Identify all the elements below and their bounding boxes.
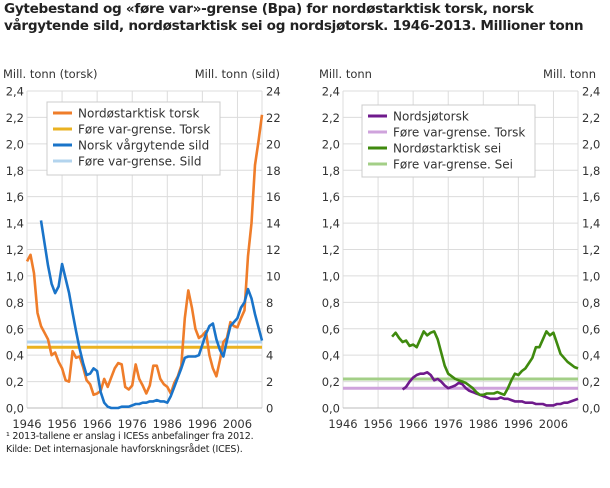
y-tick-left: 2,4 <box>322 85 340 99</box>
y-tick-left: 0,6 <box>322 322 340 336</box>
x-tick-label: 1956 <box>363 417 392 431</box>
y-tick-left: 1,0 <box>6 269 24 283</box>
y-tick-right: 18 <box>266 164 281 178</box>
y-tick-right: 2 <box>266 375 273 389</box>
y-tick-left: 0,4 <box>6 349 24 363</box>
x-tick-label: 1996 <box>188 417 217 431</box>
y-tick-left: 1,2 <box>6 243 24 257</box>
y-axis-title-left: Mill. tonn <box>319 67 372 81</box>
y-tick-right: 16 <box>266 190 281 204</box>
x-tick-label: 1946 <box>12 417 41 431</box>
y-tick-right: 20 <box>266 137 281 151</box>
legend: Nordsjøtorsk Føre var-grense. Torsk Nordøs… <box>361 104 536 178</box>
y-tick-left: 1,6 <box>6 190 24 204</box>
source-note: Kilde: Det internasjonale havforskningsr… <box>6 444 243 455</box>
y-tick-left: 0,2 <box>322 375 340 389</box>
x-tick-label: 1976 <box>434 417 463 431</box>
legend-label: Nordøstarktisk torsk <box>78 107 199 121</box>
y-tick-left: 2,2 <box>6 111 24 125</box>
y-tick-left: 1,0 <box>322 269 340 283</box>
x-tick-label: 1986 <box>153 417 182 431</box>
y-tick-left: 2,2 <box>322 111 340 125</box>
legend-label: Føre var-grense. Torsk <box>78 123 210 137</box>
y-tick-left: 1,8 <box>322 164 340 178</box>
legend-box <box>46 101 221 176</box>
legend-label: Norsk vårgytende sild <box>78 139 209 153</box>
x-tick-label: 1976 <box>118 417 147 431</box>
y-tick-right: 1,4 <box>582 217 600 231</box>
y-tick-left: 0,6 <box>6 322 24 336</box>
y-tick-right: 1,8 <box>582 164 600 178</box>
y-tick-left: 0,2 <box>6 375 24 389</box>
y-tick-right: 2,2 <box>582 111 600 125</box>
legend: Nordøstarktisk torsk Føre var-grense. Tor… <box>46 101 221 176</box>
x-tick-label: 1946 <box>328 417 357 431</box>
y-tick-left: 0,8 <box>322 296 340 310</box>
legend-label: Nordøstarktisk sei <box>393 142 501 156</box>
y-tick-right: 0 <box>266 402 273 416</box>
series-norsk-vårgytende-sild-line <box>39 220 264 410</box>
y-tick-right: 2,0 <box>582 137 600 151</box>
y-tick-left: 0,0 <box>322 402 340 416</box>
y-tick-right: 1,2 <box>582 243 600 257</box>
y-axis-title-right: Mill. tonn <box>543 67 596 81</box>
x-tick-label: 1956 <box>47 417 76 431</box>
y-tick-left: 0,8 <box>6 296 24 310</box>
y-tick-right: 8 <box>266 296 273 310</box>
y-tick-right: 22 <box>266 111 281 125</box>
y-tick-right: 1,0 <box>582 269 600 283</box>
y-tick-left: 0,4 <box>322 349 340 363</box>
y-axis-title-right: Mill. tonn (sild) <box>195 67 280 81</box>
y-tick-right: 1,6 <box>582 190 600 204</box>
chart-panel-1: 0,0 0,2 0,4 0,6 0,8 1,0 1,2 1,4 1,6 1,8 2,0 2,2 2,4 0… <box>3 67 281 431</box>
y-tick-left: 2,0 <box>6 137 24 151</box>
x-tick-label: 2006 <box>223 417 252 431</box>
y-tick-right: 0,2 <box>582 375 600 389</box>
y-tick-right: 14 <box>266 217 281 231</box>
legend-label: Føre var-grense. Sild <box>78 155 202 169</box>
y-tick-right: 0,4 <box>582 349 600 363</box>
footnote: ¹ 2013-tallene er anslag i ICESs anbefal… <box>6 431 254 442</box>
y-tick-left: 1,4 <box>6 217 24 231</box>
chart-panel-2: 0,0 0,2 0,4 0,6 0,8 1,0 1,2 1,4 1,6 1,8 2,0 2,2 2,4 0… <box>319 67 600 431</box>
y-tick-right: 2,4 <box>582 85 600 99</box>
y-axis-title-left: Mill. tonn (torsk) <box>3 67 98 81</box>
x-tick-label: 1966 <box>83 417 112 431</box>
y-tick-right: 6 <box>266 322 273 336</box>
y-tick-left: 0,0 <box>6 402 24 416</box>
legend-label: Nordsjøtorsk <box>393 110 469 124</box>
series-nordøstarktisk-torsk-line <box>25 114 264 397</box>
y-tick-left: 1,8 <box>6 164 24 178</box>
legend-label: Føre var-grense. Sei <box>393 158 513 172</box>
legend-label: Føre var-grense. Torsk <box>393 126 525 140</box>
y-tick-left: 1,2 <box>322 243 340 257</box>
y-tick-left: 2,0 <box>322 137 340 151</box>
legend-box <box>361 104 536 178</box>
series-nordøstarktisk-sei-line <box>391 330 579 397</box>
x-tick-label: 1996 <box>504 417 533 431</box>
y-tick-left: 1,6 <box>322 190 340 204</box>
y-tick-right: 0,0 <box>582 402 600 416</box>
y-tick-right: 12 <box>266 243 281 257</box>
x-tick-label: 2006 <box>539 417 568 431</box>
y-tick-left: 2,4 <box>6 85 24 99</box>
y-tick-right: 4 <box>266 349 273 363</box>
x-tick-label: 1986 <box>469 417 498 431</box>
x-tick-label: 1966 <box>399 417 428 431</box>
y-tick-right: 10 <box>266 269 281 283</box>
y-tick-right: 0,8 <box>582 296 600 310</box>
y-tick-right: 0,6 <box>582 322 600 336</box>
y-tick-left: 1,4 <box>322 217 340 231</box>
y-tick-right: 24 <box>266 85 281 99</box>
chart-title: Gytebestand og «føre var»-grense (Bpa) f… <box>4 1 584 34</box>
series-nordsjøtorsk-line <box>401 370 579 407</box>
